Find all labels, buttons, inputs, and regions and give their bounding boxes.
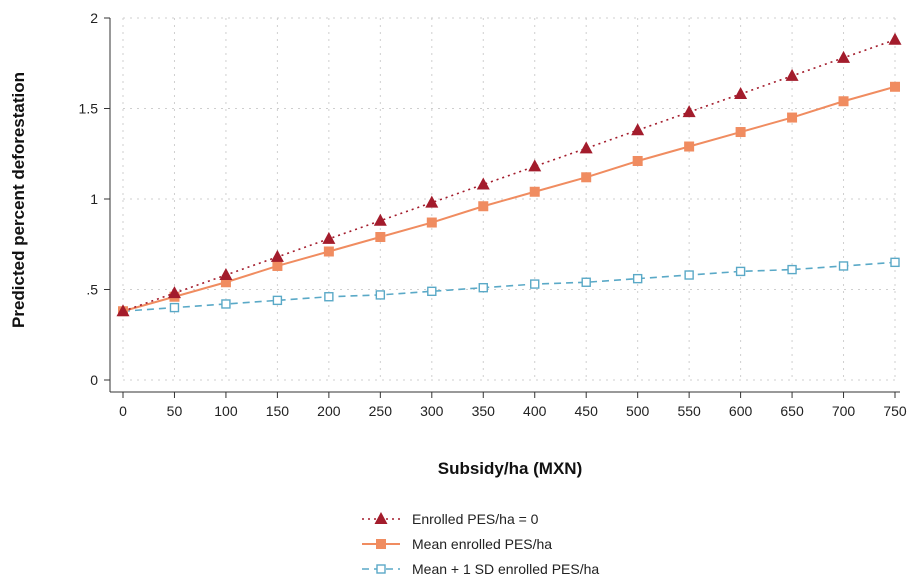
series-1-point-14	[838, 96, 849, 107]
x-tick-label: 700	[832, 403, 856, 419]
legend-label-0: Enrolled PES/ha = 0	[412, 511, 539, 527]
series-line-2	[122, 261, 896, 313]
y-tick-label: 1.5	[79, 101, 99, 117]
series-2-point-4	[324, 292, 334, 302]
series-1-point-4	[323, 246, 334, 257]
y-tick-label: 0	[90, 372, 98, 388]
series-1-point-7	[478, 201, 489, 212]
series-layer	[116, 32, 902, 317]
x-tick-label: 0	[119, 403, 127, 419]
series-0-point-12	[734, 87, 748, 100]
series-1-point-11	[684, 141, 695, 152]
y-tick-label: 1	[90, 191, 98, 207]
legend-label-2: Mean + 1 SD enrolled PES/ha	[412, 561, 599, 577]
series-1-point-13	[787, 112, 798, 123]
series-1-point-6	[426, 217, 437, 228]
series-2-point-1	[169, 302, 180, 313]
x-tick-label: 100	[214, 403, 238, 419]
series-2-point-15	[890, 257, 900, 268]
series-2-point-3	[272, 295, 283, 306]
series-0-point-11	[682, 105, 696, 118]
legend-marker-2	[376, 564, 386, 574]
series-2-point-11	[684, 270, 694, 280]
series-0-point-0	[116, 304, 130, 317]
series-0	[116, 32, 902, 317]
x-tick-label: 750	[883, 403, 907, 419]
x-tick-label: 550	[677, 403, 701, 419]
series-0-point-13	[785, 68, 799, 81]
y-tick-label: .5	[86, 282, 98, 298]
series-0-point-8	[528, 159, 542, 172]
x-tick-label: 250	[369, 403, 393, 419]
series-line-0	[122, 38, 896, 312]
x-tick-label: 50	[167, 403, 183, 419]
series-2-point-7	[478, 282, 488, 293]
x-ticks: 0 50 100 150 200 250 300 350 400 450 500 550 600 650 7…	[119, 392, 907, 419]
series-0-point-9	[579, 141, 593, 154]
legend-label-1: Mean enrolled PES/ha	[412, 536, 552, 552]
series-2-point-8	[530, 279, 540, 289]
y-axis-title: Predicted percent deforestation	[9, 72, 28, 328]
legend-item-0: Enrolled PES/ha = 0	[362, 511, 539, 527]
series-0-point-3	[270, 249, 284, 262]
x-tick-label: 600	[729, 403, 753, 419]
series-line-1	[122, 85, 896, 313]
legend-item-1: Mean enrolled PES/ha	[362, 536, 552, 552]
series-2-point-9	[581, 277, 591, 287]
series-0-point-1	[167, 286, 181, 299]
series-2-point-2	[221, 299, 231, 309]
series-2-point-13	[787, 264, 797, 275]
series-1	[118, 81, 900, 317]
x-tick-label: 300	[420, 403, 444, 419]
x-tick-label: 500	[626, 403, 650, 419]
series-1-point-2	[220, 277, 231, 288]
legend-marker-1	[376, 539, 386, 549]
series-0-point-4	[322, 231, 336, 244]
series-1-point-10	[632, 155, 643, 166]
series-1-point-8	[529, 186, 540, 197]
x-tick-label: 350	[472, 403, 496, 419]
series-0-point-10	[631, 123, 645, 136]
series-1-point-9	[581, 172, 592, 183]
series-0-point-6	[425, 195, 439, 208]
series-1-point-12	[735, 127, 746, 138]
series-2-point-10	[632, 273, 643, 284]
series-0-point-15	[888, 32, 902, 45]
series-2-point-12	[735, 266, 746, 277]
legend: Enrolled PES/ha = 0 Mean enrolled PES/ha M…	[362, 511, 599, 577]
y-tick-label: 2	[90, 10, 98, 26]
legend-marker-0	[374, 512, 388, 524]
x-tick-label: 150	[266, 403, 290, 419]
series-2-point-6	[427, 286, 437, 297]
x-tick-label: 200	[317, 403, 341, 419]
y-ticks: 0 .5 1 1.5 2	[79, 10, 110, 388]
series-1-point-15	[890, 81, 900, 92]
series-0-point-14	[837, 50, 851, 63]
series-2-point-5	[375, 290, 386, 300]
series-0-point-2	[219, 268, 233, 281]
series-0-point-5	[373, 213, 387, 226]
series-1-point-5	[375, 232, 386, 243]
series-1-point-3	[272, 260, 283, 271]
x-tick-label: 450	[575, 403, 599, 419]
x-tick-label: 650	[780, 403, 804, 419]
series-2-point-14	[838, 261, 849, 271]
series-0-point-7	[476, 177, 490, 190]
x-axis-title: Subsidy/ha (MXN)	[438, 459, 583, 478]
legend-item-2: Mean + 1 SD enrolled PES/ha	[362, 561, 599, 577]
series-2	[118, 257, 900, 316]
x-tick-label: 400	[523, 403, 547, 419]
